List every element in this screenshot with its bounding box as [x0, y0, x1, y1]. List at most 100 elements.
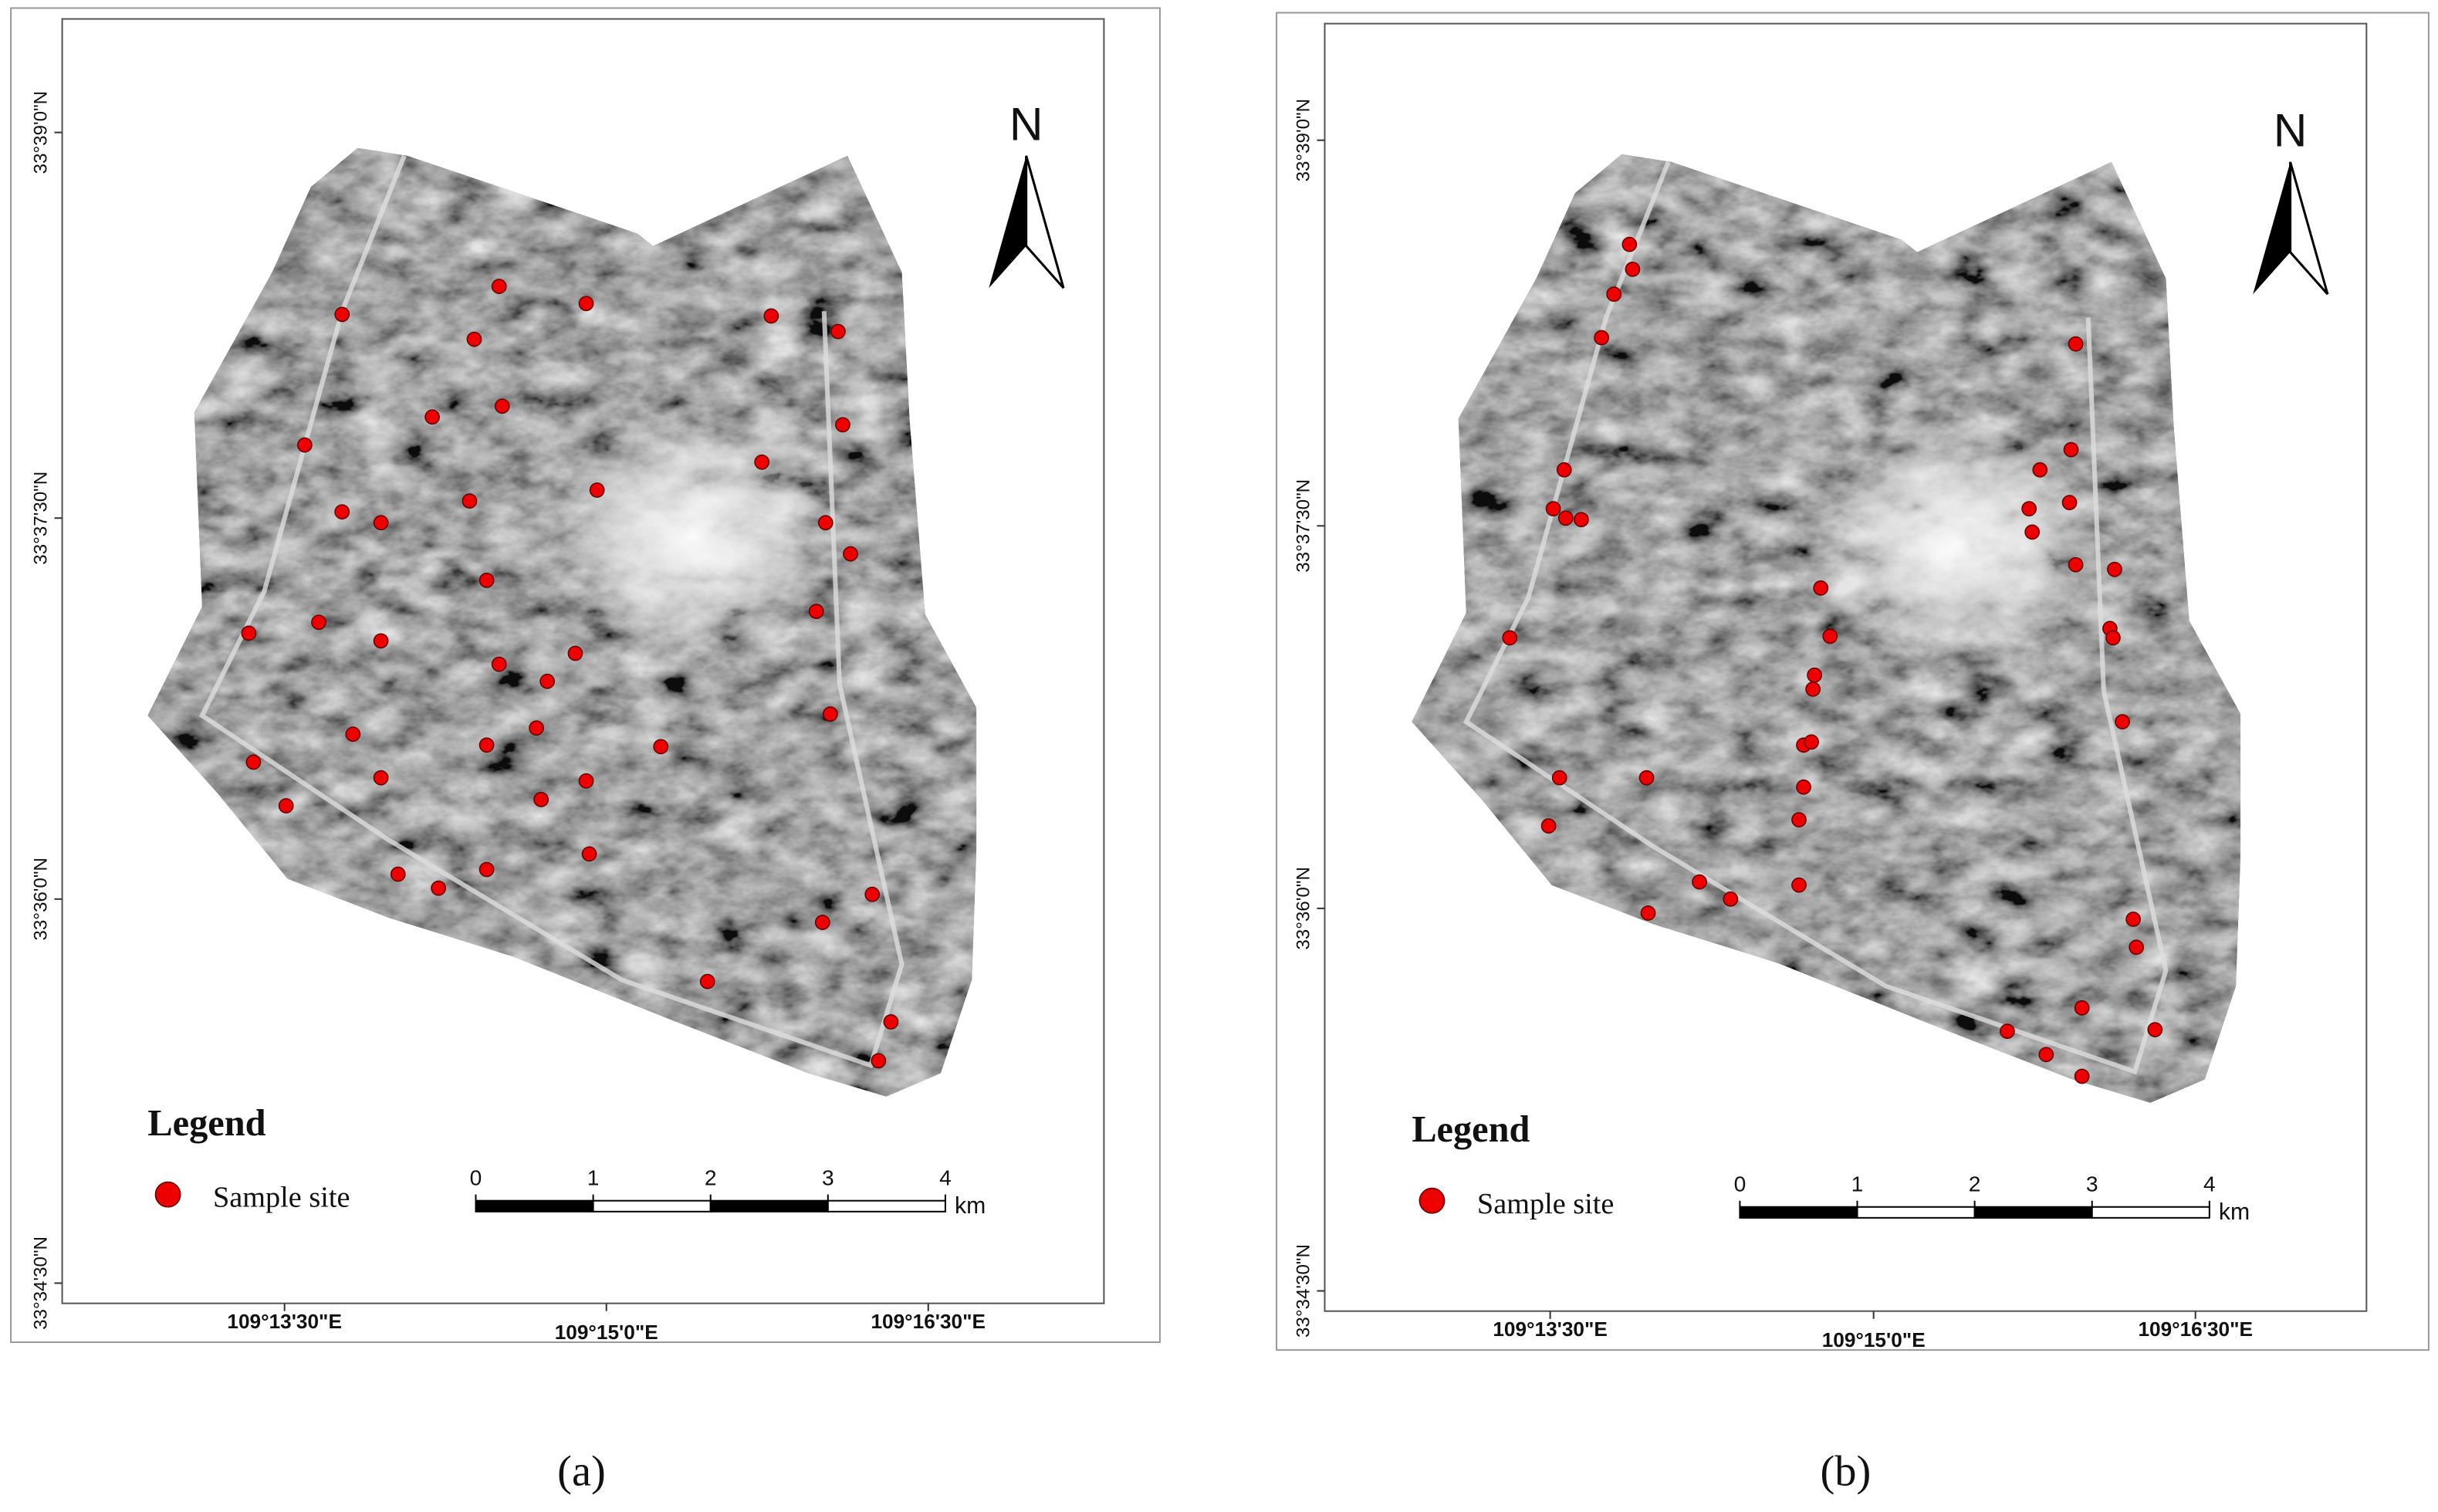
sample-site: [373, 515, 389, 531]
sample-site: [278, 798, 294, 814]
sample-site: [2038, 1047, 2054, 1063]
sample-site: [2107, 561, 2122, 577]
scale-segment: [2091, 1206, 2210, 1219]
map-frame: [1324, 22, 2368, 1312]
lat-label: 33°39'0"N: [30, 91, 51, 174]
sample-site: [822, 706, 838, 722]
north-label: N: [2274, 104, 2308, 157]
sample-site: [843, 546, 858, 562]
north-label: N: [1009, 98, 1043, 151]
lon-label: 109°16'30"E: [871, 1310, 986, 1333]
scale-label: 4: [939, 1165, 952, 1190]
lat-label: 33°36'0"N: [1293, 867, 1314, 949]
legend-title: Legend: [147, 1103, 265, 1144]
sample-site: [1804, 734, 1819, 750]
lon-label: 109°15'0"E: [555, 1321, 658, 1344]
panel-caption: (a): [557, 1447, 606, 1495]
sample-site: [581, 846, 597, 862]
sample-site: [2147, 1022, 2163, 1037]
sample-site: [2021, 501, 2037, 517]
sample-site: [2129, 939, 2145, 956]
north-arrow-right: [2289, 161, 2329, 296]
sample-site: [871, 1053, 887, 1069]
sample-site: [1822, 628, 1838, 644]
scale-unit: km: [955, 1193, 986, 1219]
sample-site: [2061, 495, 2078, 510]
sample-site: [533, 792, 549, 807]
scale-label: 0: [470, 1165, 482, 1190]
sample-site: [1791, 877, 1807, 893]
sample-site: [345, 726, 361, 742]
sample-site: [1621, 236, 1638, 252]
sample-site: [2032, 462, 2048, 478]
sample-site: [835, 417, 850, 433]
scale-label: 1: [1851, 1172, 1864, 1196]
sample-site: [424, 409, 440, 425]
sample-site: [1805, 681, 1821, 697]
scale-label: 3: [2086, 1172, 2098, 1196]
sample-site: [2074, 1000, 2090, 1016]
bright-area: [1808, 418, 2104, 668]
sample-site: [864, 886, 881, 902]
sample-site: [494, 398, 510, 414]
sample-site: [311, 614, 326, 631]
sample-site: [567, 645, 583, 661]
sample-site: [491, 279, 507, 294]
sample-site: [1791, 812, 1807, 827]
scale-unit: km: [2219, 1199, 2250, 1225]
sample-site: [653, 739, 669, 755]
sample-site: [1606, 286, 1622, 303]
sample-site: [1638, 770, 1655, 786]
sample-site: [2000, 1023, 2015, 1039]
sample-site: [814, 915, 830, 930]
sample-site: [1594, 330, 1609, 346]
lat-label: 33°34'30"N: [1293, 1244, 1314, 1338]
sample-site: [373, 770, 389, 786]
sample-site: [462, 493, 478, 509]
sample-site: [334, 504, 350, 520]
sample-site: [529, 720, 544, 736]
map-frame: [61, 18, 1105, 1304]
sample-site: [2125, 912, 2141, 927]
scale-label: 3: [822, 1165, 834, 1190]
sample-site: [1796, 779, 1811, 795]
sample-site: [1545, 501, 1561, 517]
sample-site: [1502, 630, 1518, 646]
lon-label: 109°13'30"E: [227, 1310, 342, 1333]
scale-label: 2: [1969, 1172, 1981, 1196]
sample-site: [830, 323, 846, 340]
sample-site: [2068, 336, 2084, 352]
lat-label: 33°34'30"N: [30, 1236, 51, 1330]
sample-site: [883, 1014, 899, 1030]
sample-site: [478, 737, 495, 753]
sample-site: [1640, 905, 1656, 921]
lat-label: 33°39'0"N: [1293, 99, 1314, 181]
sample-site: [763, 308, 779, 324]
sample-site: [373, 633, 389, 649]
sample-site: [2115, 714, 2130, 730]
scale-label: 1: [587, 1165, 600, 1190]
legend-title: Legend: [1412, 1109, 1530, 1150]
scale-segment: [1739, 1206, 1858, 1219]
sample-site: [478, 861, 495, 878]
legend-item: Sample site: [213, 1182, 350, 1214]
lon-label: 109°16'30"E: [2138, 1318, 2253, 1341]
scale-label: 4: [2203, 1172, 2216, 1196]
lon-label: 109°15'0"E: [1822, 1328, 1926, 1351]
lat-label: 33°37'30"N: [1293, 479, 1314, 573]
sample-site: [334, 306, 350, 323]
sample-site: [699, 973, 715, 989]
scale-segment: [1973, 1206, 2093, 1219]
scale-label: 0: [1734, 1172, 1747, 1196]
sample-site: [2074, 1068, 2090, 1084]
sample-site: [1625, 262, 1641, 277]
sample-site: [754, 454, 770, 470]
sample-site: [1556, 462, 1572, 478]
scale-segment: [592, 1199, 712, 1213]
sample-site: [539, 673, 556, 689]
sample-site: [1723, 891, 1739, 907]
map-panel: 33°39'0"N33°37'30"N33°36'0"N33°34'30"N 10…: [1276, 12, 2430, 1495]
legend-marker: [1419, 1187, 1446, 1214]
sample-site: [578, 773, 594, 789]
